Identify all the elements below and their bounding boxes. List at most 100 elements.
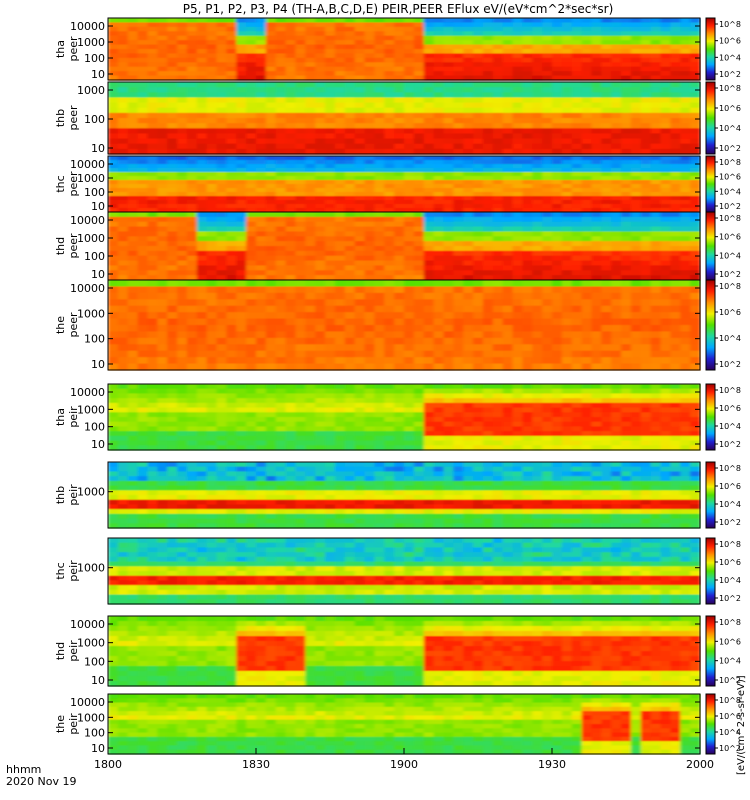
heatmap-cell <box>305 393 316 399</box>
heatmap-cell <box>571 44 583 50</box>
heatmap-cell <box>601 216 612 223</box>
heatmap-cell <box>660 87 671 93</box>
heatmap-cell <box>157 49 168 55</box>
heatmap-cell <box>591 71 602 77</box>
heatmap-cell <box>571 62 583 68</box>
heatmap-cell <box>206 168 218 173</box>
heatmap-cell <box>482 388 494 395</box>
heatmap-cell <box>423 318 435 326</box>
heatmap-cell <box>265 286 277 294</box>
heatmap-cell <box>542 246 553 252</box>
heatmap-cell <box>561 435 573 442</box>
heatmap-cell <box>354 305 366 313</box>
heatmap-cell <box>433 123 445 129</box>
heatmap-cell <box>344 305 356 313</box>
heatmap-cell <box>611 280 622 288</box>
heatmap-cell <box>542 318 553 326</box>
heatmap-cell <box>591 35 602 41</box>
heatmap-cell <box>542 128 553 135</box>
heatmap-cell <box>275 44 287 50</box>
heatmap-cell <box>206 66 218 72</box>
heatmap-cell <box>384 128 395 135</box>
heatmap-cell <box>256 87 267 93</box>
heatmap-cell <box>364 363 375 371</box>
heatmap-cell <box>206 331 218 339</box>
heatmap-cell <box>492 44 504 50</box>
heatmap-cell <box>473 192 484 197</box>
heatmap-cell <box>364 22 375 28</box>
heatmap-cell <box>354 35 366 41</box>
heatmap-cell <box>157 226 168 233</box>
heatmap-cell <box>186 255 198 262</box>
heatmap-cell <box>226 44 237 50</box>
heatmap-cell <box>443 188 454 193</box>
heatmap-cell <box>137 350 149 358</box>
heatmap-cell <box>443 431 454 437</box>
heatmap-cell <box>206 344 218 352</box>
heatmap-cell <box>650 286 662 294</box>
heatmap-cell <box>413 236 425 242</box>
heatmap-cell <box>246 26 257 32</box>
heatmap-cell <box>117 337 129 345</box>
heatmap-cell <box>473 66 484 72</box>
heatmap-cell <box>295 431 306 437</box>
heatmap-cell <box>650 66 662 72</box>
heatmap-cell <box>117 26 129 32</box>
heatmap-cell <box>512 133 523 140</box>
heatmap-cell <box>561 71 573 77</box>
heatmap-cell <box>482 226 494 233</box>
heatmap-cell <box>502 57 514 63</box>
heatmap-cell <box>344 31 356 37</box>
heatmap-cell <box>670 148 681 155</box>
heatmap-cell <box>265 344 277 352</box>
heatmap-cell <box>473 143 484 150</box>
heatmap-cell <box>621 133 632 140</box>
heatmap-cell <box>108 357 119 365</box>
heatmap-cell <box>206 184 218 189</box>
heatmap-cell <box>621 172 632 177</box>
heatmap-cell <box>433 66 445 72</box>
heatmap-cell <box>374 412 385 418</box>
heatmap-cell <box>542 426 553 432</box>
heatmap-cell <box>265 82 277 88</box>
heatmap-cell <box>325 138 336 145</box>
heatmap-cell <box>502 40 514 46</box>
heatmap-cell <box>256 164 267 169</box>
heatmap-cell <box>413 172 425 177</box>
heatmap-cell <box>256 22 267 28</box>
heatmap-cell <box>108 57 119 63</box>
heatmap-cell <box>325 180 336 185</box>
heatmap-cell <box>108 112 119 119</box>
heatmap-cell <box>512 164 523 169</box>
heatmap-cell <box>186 331 198 339</box>
heatmap-cell <box>492 82 504 88</box>
heatmap-cell <box>542 118 553 124</box>
heatmap-cell <box>177 204 188 209</box>
heatmap-cell <box>502 260 514 267</box>
heatmap-cell <box>532 407 543 413</box>
heatmap-cell <box>364 148 375 155</box>
heatmap-cell <box>246 426 257 432</box>
heatmap-cell <box>285 250 297 257</box>
heatmap-cell <box>334 62 346 68</box>
heatmap-cell <box>325 388 336 395</box>
heatmap-cell <box>157 445 168 451</box>
heatmap-cell <box>256 49 267 55</box>
heatmap-cell <box>482 445 494 451</box>
heatmap-cell <box>502 62 514 68</box>
heatmap-cell <box>137 426 149 432</box>
heatmap-cell <box>482 97 494 104</box>
heatmap-cell <box>630 112 642 119</box>
colorbar-tick-label: 10^4 <box>719 53 741 62</box>
heatmap-cell <box>413 62 425 68</box>
heatmap-cell <box>354 53 366 59</box>
heatmap-cell <box>384 192 395 197</box>
heatmap-cell <box>315 431 326 437</box>
heatmap-cell <box>177 57 188 63</box>
heatmap-cell <box>542 292 553 300</box>
heatmap-cell <box>482 216 494 223</box>
heatmap-cell <box>334 31 346 37</box>
heatmap-cell <box>512 118 523 124</box>
heatmap-cell <box>334 40 346 46</box>
heatmap-cell <box>601 97 612 104</box>
